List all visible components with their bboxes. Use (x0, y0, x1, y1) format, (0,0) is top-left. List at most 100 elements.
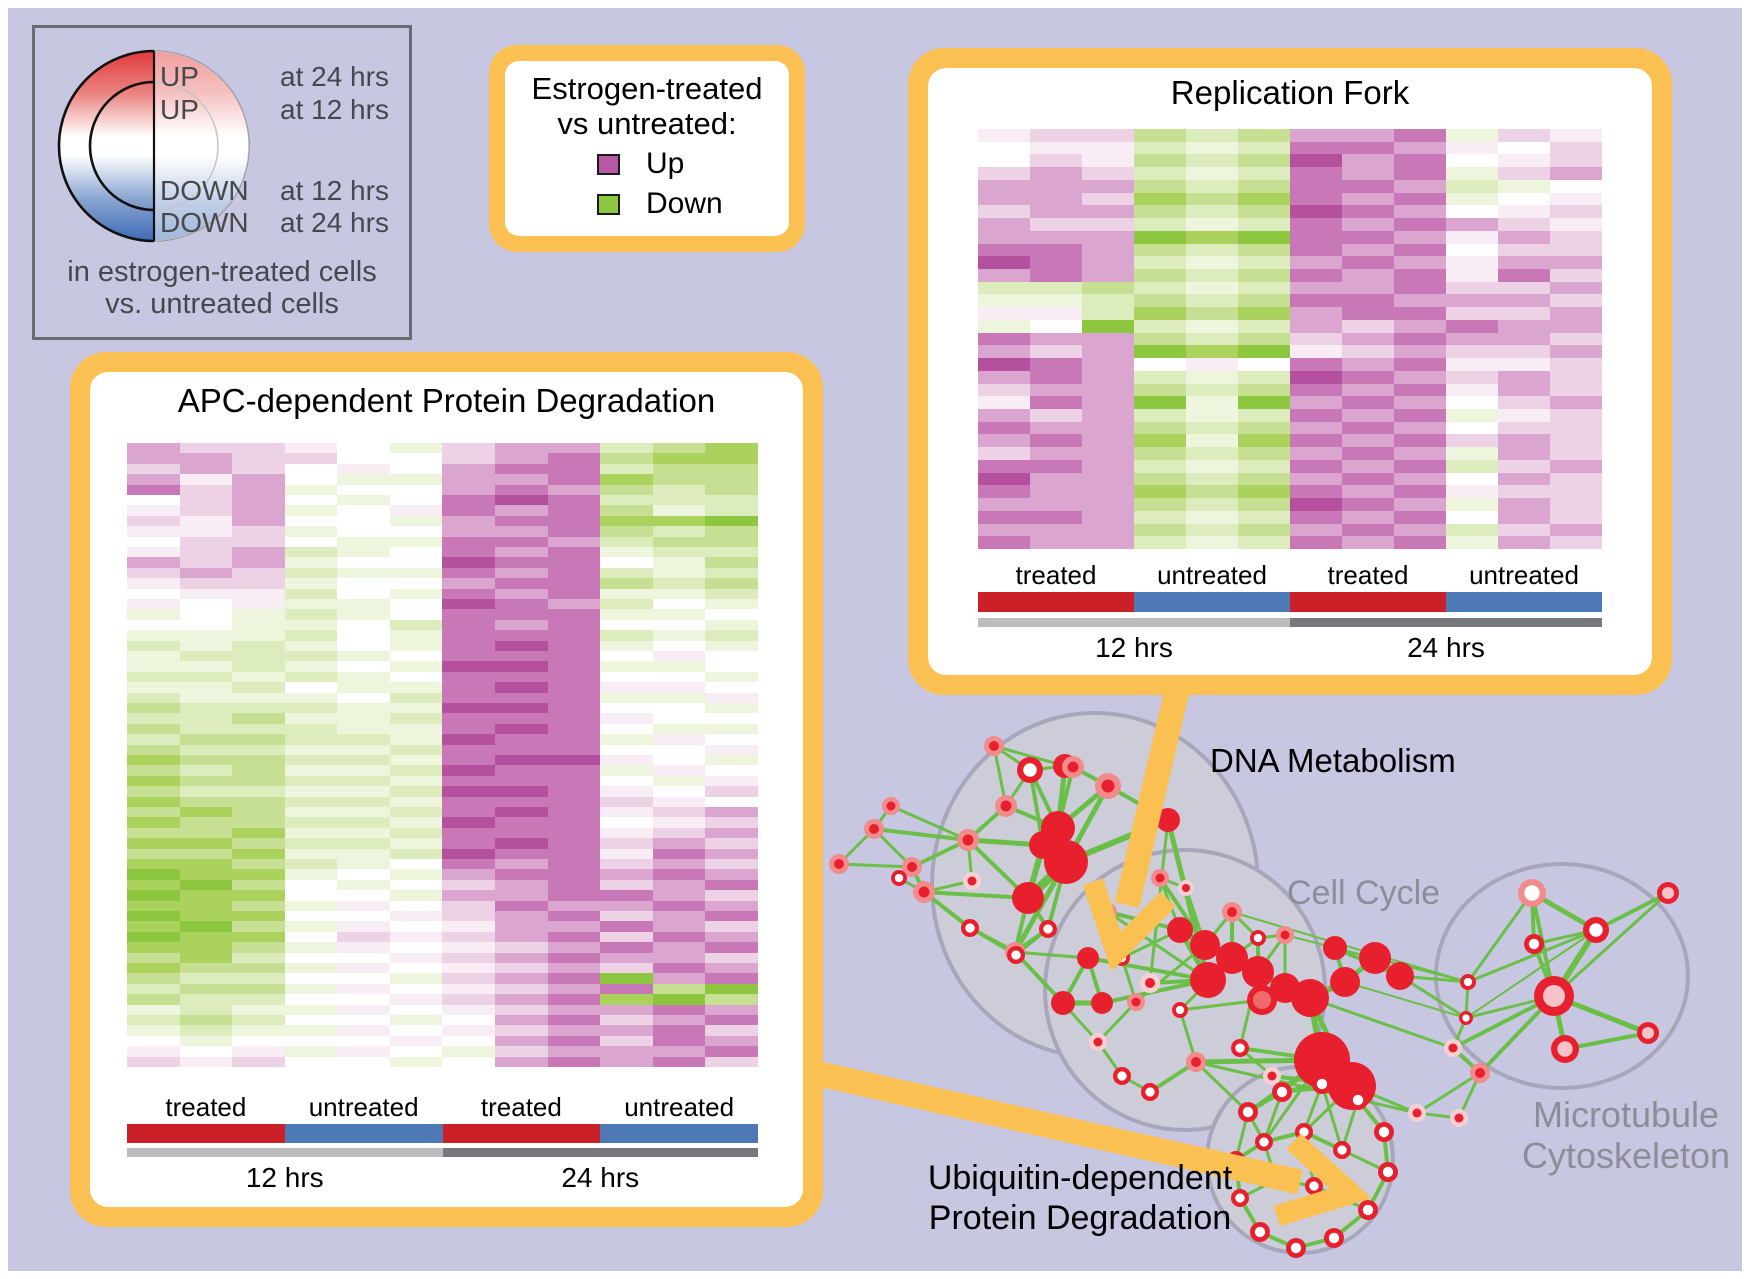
heatmap-cell (652, 650, 706, 662)
heatmap-cell (1030, 332, 1082, 346)
network-node-core (1362, 1204, 1374, 1216)
heatmap-cell (495, 443, 548, 454)
repfork-group-2: untreated (1157, 560, 1267, 590)
legend-up12-time: at 12 hrs (280, 94, 389, 125)
heatmap-cell (1134, 485, 1186, 499)
heatmap-cell (652, 609, 706, 620)
heatmap-cell (337, 546, 390, 558)
heatmap-cell (232, 494, 285, 506)
heatmap-cell (1030, 370, 1082, 384)
heatmap-cell (179, 484, 233, 495)
heatmap-cell (179, 817, 233, 828)
heatmap-cell (1290, 510, 1342, 524)
heatmap-cell (1394, 510, 1446, 524)
heatmap-cell (337, 921, 390, 932)
heatmap-cell (652, 890, 706, 901)
heatmap-cell (1446, 447, 1498, 460)
heatmap-cell (284, 526, 338, 537)
heatmap-cell (547, 1025, 601, 1036)
heatmap-cell (389, 578, 443, 589)
heatmap-cell (179, 526, 233, 537)
heatmap-cell (978, 269, 1030, 282)
heatmap-cell (1498, 192, 1550, 206)
heatmap-cell (547, 900, 601, 911)
heatmap-cell (978, 129, 1030, 142)
connector-arrow-head (1273, 1133, 1372, 1227)
heatmap-cell (232, 754, 285, 766)
heatmap-cell (1550, 154, 1602, 168)
heatmap-cell (1186, 218, 1238, 231)
heatmap-cell (495, 526, 548, 537)
heatmap-cell (389, 973, 443, 984)
heatmap-cell (1446, 421, 1498, 435)
heatmap-cell (1030, 154, 1082, 168)
heatmap-cell (705, 723, 758, 735)
heatmap-cell (179, 838, 233, 849)
heatmap-cell (442, 578, 496, 589)
heatmap-cell (978, 179, 1030, 193)
heatmap-cell (652, 671, 706, 683)
heatmap-cell (284, 942, 338, 953)
network-edge (1107, 910, 1209, 982)
heatmap-cell (337, 910, 390, 922)
network-node (1077, 947, 1099, 969)
heatmap-cell (179, 827, 233, 839)
heatmap-cell (547, 973, 601, 984)
heatmap-cell (1342, 409, 1394, 422)
heatmap-cell (232, 630, 285, 641)
heatmap-cell (652, 858, 706, 870)
heatmap-cell (1186, 358, 1238, 371)
heatmap-cell (1550, 205, 1602, 219)
heatmap-cell (705, 505, 758, 516)
heatmap-cell (1498, 256, 1550, 269)
heatmap-cell (337, 879, 390, 891)
up-color-swatch (597, 153, 620, 175)
heatmap-cell (1550, 498, 1602, 511)
heatmap-cell (652, 962, 706, 974)
network-node-core (1378, 1126, 1390, 1138)
heatmap-cell (232, 702, 285, 714)
heatmap-cell (442, 879, 496, 891)
apc-group-1: treated (165, 1092, 247, 1122)
heatmap-cell (232, 869, 285, 880)
heatmap-cell (1134, 243, 1186, 257)
heatmap-cell (127, 838, 180, 849)
network-node-core (869, 824, 879, 834)
heatmap-cell (600, 494, 653, 506)
heatmap-cell (127, 661, 180, 672)
heatmap-cell (442, 994, 496, 1005)
heatmap-cell (600, 453, 653, 464)
heatmap-cell (495, 598, 548, 610)
network-edge (1231, 911, 1469, 983)
heatmap-cell (1394, 472, 1446, 486)
heatmap-cell (232, 890, 285, 901)
heatmap-cell (1238, 129, 1290, 142)
heatmap-cell (232, 942, 285, 953)
heatmap-cell (1030, 129, 1082, 142)
heatmap-cell (705, 578, 758, 589)
heatmap-cell (1342, 459, 1394, 473)
heatmap-cell (547, 869, 601, 880)
heatmap-cell (495, 890, 548, 901)
heatmap-cell (705, 754, 758, 766)
heatmap-cell (1134, 370, 1186, 384)
heatmap-cell (232, 713, 285, 724)
heatmap-cell (547, 744, 601, 755)
heatmap-cell (337, 484, 390, 495)
heatmap-cell (495, 931, 548, 943)
heatmap-cell (442, 952, 496, 963)
heatmap-cell (547, 567, 601, 579)
heatmap-cell (1186, 396, 1238, 409)
heatmap-cell (547, 1014, 601, 1026)
heatmap-cell (1082, 447, 1134, 460)
heatmap-cell (1030, 447, 1082, 460)
heatmap-cell (1134, 179, 1186, 193)
apc-time-12: 12 hrs (245, 1162, 324, 1193)
repfork-time-labels: 12 hrs 24 hrs (978, 632, 1602, 664)
heatmap-cell (389, 1014, 443, 1026)
heatmap-cell (652, 546, 706, 558)
heatmap-cell (600, 931, 653, 943)
apc-treatment-bar (127, 1124, 758, 1143)
heatmap-cell (232, 671, 285, 683)
heatmap-cell (1290, 307, 1342, 320)
